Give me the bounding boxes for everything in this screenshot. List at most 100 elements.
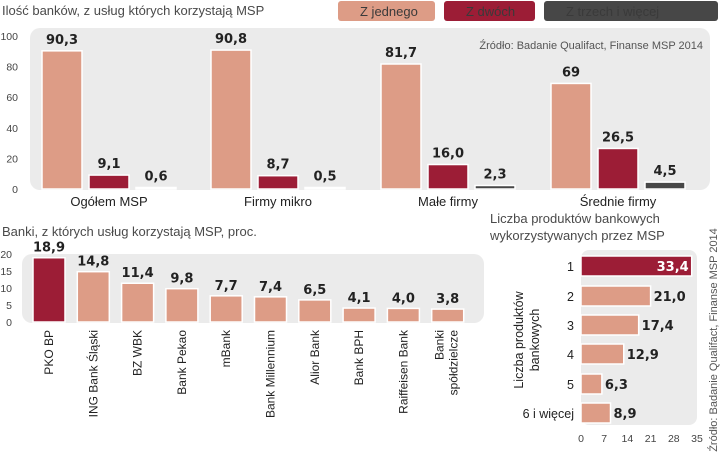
chart2-category-label: spółdzielcze (447, 330, 461, 396)
chart1-category-label: Średnie firmy (580, 194, 657, 209)
chart3-category-label: 3 (567, 319, 574, 333)
legend-label-z-trzech: Z trzech i więcej (566, 4, 659, 19)
legend-item-z-dwoch: Z dwóch (444, 1, 535, 21)
chart2-category-label: BZ WBK (131, 330, 145, 376)
chart3-value-label: 8,9 (613, 407, 636, 422)
chart3-plot: 1 33,4 2 21,0 3 17,4 4 12,9 5 6,3 6 i więcej 8,9 0 7 1… (523, 255, 703, 445)
chart2-value-label: 4,1 (348, 291, 371, 306)
chart2-category-label: Bank Pekao (175, 330, 189, 395)
chart2-value-label: 11,4 (122, 266, 154, 281)
chart3-title-line1: Liczba produktów bankowych (490, 211, 660, 226)
chart1-ytick: 20 (6, 153, 18, 165)
chart1-bar-z-trzech-i-wiecej-srednie-firmy (644, 181, 686, 190)
chart2-value-label: 7,4 (259, 280, 282, 295)
chart3-bar-5 (580, 373, 603, 395)
chart1-bar-z-jednego-firmy-mikro (210, 49, 252, 190)
chart1-plot: 0 20 40 60 80 100 90,3 9,1 0,6 Ogółem MSP 90,8 8,7 0… (0, 31, 686, 209)
chart2-category-label: Raiffeisen Bank (396, 329, 410, 414)
chart3-xtick: 0 (578, 433, 584, 445)
chart2-ytick: 15 (0, 266, 12, 278)
chart1-ytick: 40 (6, 123, 18, 135)
chart2-bar-bank-pekao (165, 287, 199, 323)
chart2-bar-raiffeisen-bank (386, 307, 421, 323)
legend-label-z-dwoch: Z dwóch (466, 4, 515, 19)
chart2-value-label: 9,8 (170, 272, 193, 287)
chart3-bar-3 (580, 314, 640, 336)
chart3-category-label: 4 (567, 348, 574, 362)
chart1-ytick: 0 (12, 184, 18, 196)
chart1-value-label: 90,8 (215, 32, 247, 47)
chart3-xtick: 35 (691, 433, 703, 445)
chart2-bar-bz-wbk (120, 282, 155, 323)
chart2-category-label: Bank BPH (352, 330, 366, 385)
chart3-value-label: 6,3 (605, 378, 628, 393)
legend-swatch-z-dwoch (444, 1, 535, 21)
chart1-bar-z-trzech-i-wiecej-ogolem-msp (135, 186, 177, 190)
chart3-category-label: 1 (567, 260, 574, 274)
chart1-bar-z-jednego-srednie-firmy (550, 82, 592, 190)
chart2-bar-bank-bph (342, 307, 376, 323)
chart1-bar-z-dwoch-male-firmy (427, 163, 469, 190)
chart2-value-label: 7,7 (215, 279, 238, 294)
chart2-category-label: Alior Bank (308, 329, 322, 385)
chart3-value-label: 17,4 (642, 319, 674, 334)
chart1-bar-z-jednego-male-firmy (380, 63, 422, 190)
chart3-bar-2 (580, 285, 652, 307)
chart3-source: Źródło: Badanie Qualifact, Finanse MSP 2… (707, 228, 720, 452)
legend-swatch-z-trzech (544, 1, 718, 21)
chart1-value-label: 90,3 (46, 33, 78, 48)
chart1-value-label: 0,6 (144, 170, 167, 185)
chart2-value-label: 3,8 (436, 292, 459, 307)
chart3-ylabel-line1: Liczba produktów (512, 290, 526, 388)
chart2-category-label: mBank (219, 329, 233, 367)
legend-swatch-z-jednego (338, 1, 435, 21)
chart3-value-label: 21,0 (654, 290, 686, 305)
chart1-bar-z-dwoch-srednie-firmy (597, 147, 639, 190)
chart2-bar-bank-millennium (253, 296, 288, 323)
chart2-ytick: 5 (6, 300, 12, 312)
chart1-source: Źródło: Badanie Qualifact, Finanse MSP 2… (479, 39, 703, 52)
legend-label-z-jednego: Z jednego (360, 4, 418, 19)
chart1-value-label: 9,1 (97, 157, 120, 172)
chart3-xtick: 28 (668, 433, 680, 445)
chart2-title: Banki, z których usług korzystają MSP, p… (2, 224, 257, 239)
legend-item-z-jednego: Z jednego (338, 1, 435, 21)
chart2-ytick: 0 (6, 317, 12, 329)
chart1-title: Ilość banków, z usług których korzystają… (2, 3, 264, 18)
chart2-value-label: 18,9 (33, 241, 65, 256)
chart3-value-label: 33,4 (657, 260, 689, 275)
chart3-ylabel-line2: bankowych (528, 309, 542, 372)
chart1-value-label: 69 (562, 65, 580, 80)
chart3-title-line2: wykorzystywanych przez MSP (489, 228, 665, 243)
chart3-xtick: 14 (622, 433, 634, 445)
chart1-ytick: 60 (6, 92, 18, 104)
chart1-value-label: 8,7 (266, 158, 289, 173)
chart2-bar-mbank (209, 295, 243, 323)
chart3-category-label: 6 i więcej (523, 407, 574, 421)
chart2-category-label: Banki (433, 330, 447, 360)
chart1-panel (30, 28, 710, 190)
chart2-ytick: 20 (0, 249, 12, 261)
chart1-value-label: 16,0 (432, 147, 464, 162)
chart3-bar-6-i-wiecej (580, 402, 612, 424)
chart3-category-label: 5 (567, 378, 574, 392)
chart1-ytick: 100 (0, 31, 18, 43)
chart2-bar-banki-spoldzielcze (430, 308, 465, 323)
chart3-bar-1 (580, 255, 693, 277)
chart1-category-label: Firmy mikro (244, 194, 312, 209)
chart2-category-label: ING Bank Śląski (85, 330, 100, 417)
chart1-value-label: 2,3 (483, 167, 506, 182)
chart2-plot: 0 5 10 15 20 18,9 PKO BP 14,8 ING Bank Śląski 11,… (0, 241, 465, 418)
chart3-bar-4 (580, 343, 625, 365)
chart1-bar-z-trzech-i-wiecej-firmy-mikro (304, 186, 346, 190)
chart3-value-label: 12,9 (627, 348, 659, 363)
chart1-bar-z-dwoch-firmy-mikro (257, 174, 299, 190)
chart2-value-label: 6,5 (303, 283, 326, 298)
chart1-bar-z-dwoch-ogolem-msp (88, 174, 130, 190)
chart1-value-label: 81,7 (385, 46, 417, 61)
chart2-ytick: 10 (0, 283, 12, 295)
chart3-category-label: 2 (567, 290, 574, 304)
chart3-xtick: 21 (645, 433, 657, 445)
chart1-bar-z-trzech-i-wiecej-male-firmy (474, 184, 516, 190)
